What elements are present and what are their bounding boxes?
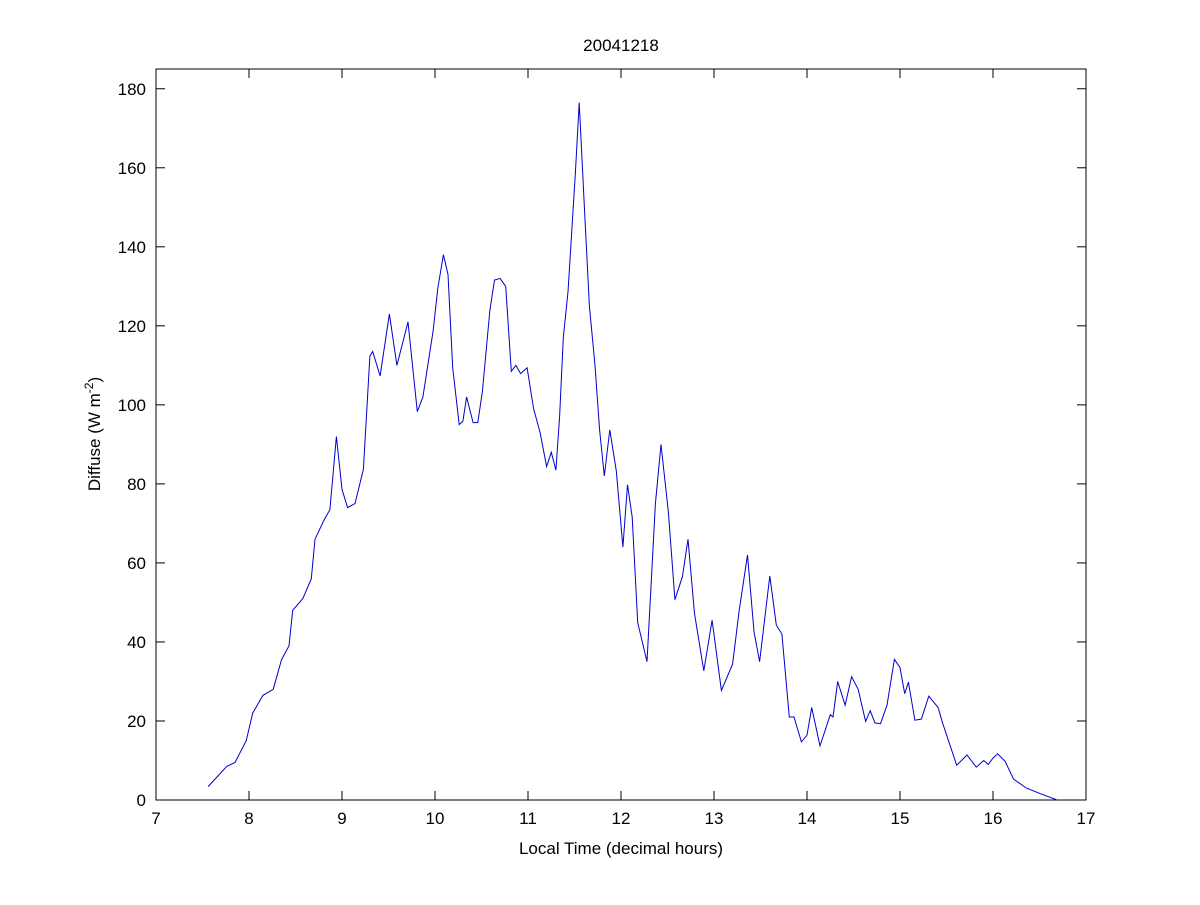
y-tick-label: 160 [118, 159, 146, 178]
x-tick-label: 13 [705, 809, 724, 828]
y-axis-label: Diffuse (W m-2) [82, 377, 104, 491]
y-tick-label: 120 [118, 317, 146, 336]
x-tick-label: 10 [426, 809, 445, 828]
y-tick-label: 0 [137, 791, 146, 810]
x-tick-label: 12 [612, 809, 631, 828]
y-axis-label-suffix: ) [85, 377, 104, 383]
y-tick-label: 140 [118, 238, 146, 257]
y-tick-label: 180 [118, 80, 146, 99]
y-tick-label: 60 [127, 554, 146, 573]
y-tick-label: 20 [127, 712, 146, 731]
x-axis-label: Local Time (decimal hours) [519, 839, 723, 858]
series-line [207, 102, 1057, 801]
x-tick-label: 9 [337, 809, 346, 828]
y-tick-label: 80 [127, 475, 146, 494]
x-tick-label: 8 [244, 809, 253, 828]
plot-area-box [155, 68, 1087, 801]
chart-title: 20041218 [583, 36, 659, 55]
x-tick-label: 15 [891, 809, 910, 828]
x-tick-label: 14 [798, 809, 817, 828]
y-tick-label: 40 [127, 633, 146, 652]
x-tick-label: 11 [519, 809, 537, 828]
y-axis-label-superscript: -2 [82, 382, 96, 393]
y-axis-label-main: Diffuse (W m [85, 393, 104, 491]
axis-ticks: 7 8 9 10 11 12 13 14 15 16 17 0 20 40 60 80 100 120 140 160… [118, 69, 1096, 828]
x-tick-label: 7 [151, 809, 160, 828]
y-tick-label: 100 [118, 396, 146, 415]
x-tick-label: 16 [984, 809, 1003, 828]
x-tick-label: 17 [1077, 809, 1096, 828]
